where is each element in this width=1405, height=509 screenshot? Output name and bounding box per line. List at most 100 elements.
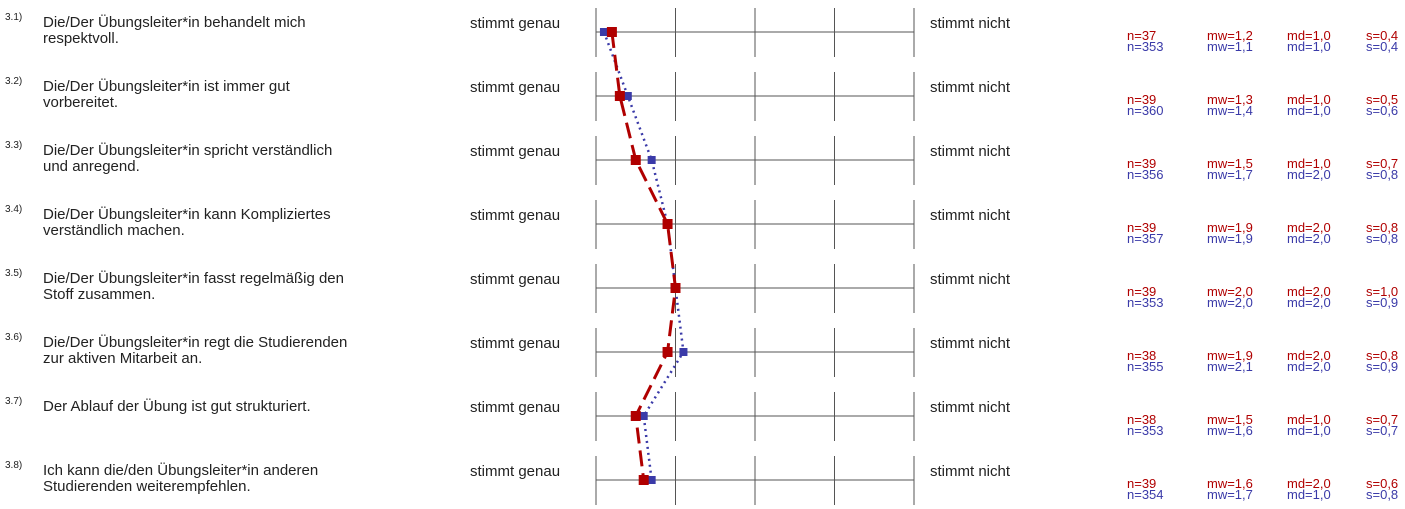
scale-right-label: stimmt nicht (930, 143, 1011, 160)
stat-a-mw: mw=1,3 (1207, 92, 1253, 107)
stat-a-md: md=1,0 (1287, 412, 1331, 427)
series-a-point (630, 155, 641, 165)
scale-left-label: stimmt genau (470, 207, 561, 224)
stat-a-n: n=39 (1127, 476, 1157, 491)
stat-b-s: s=0,8 (1366, 231, 1399, 246)
series-b-point (639, 412, 648, 420)
stat-b-s: s=0,6 (1366, 103, 1399, 118)
stat-b-n: n=355 (1127, 359, 1164, 374)
stat-a-n: n=39 (1127, 156, 1157, 171)
series-b-point (599, 28, 608, 36)
stat-a-mw: mw=1,2 (1207, 28, 1253, 43)
series-b-point (647, 156, 656, 164)
scale-left-label: stimmt genau (470, 463, 561, 480)
stat-b-md: md=2,0 (1287, 231, 1331, 246)
scale-row-1 (595, 8, 915, 57)
series-a-point (670, 283, 681, 293)
series-a-point (630, 411, 641, 421)
scale-left-label: stimmt genau (470, 79, 561, 96)
stat-b-n: n=353 (1127, 423, 1164, 438)
stat-b-n: n=356 (1127, 167, 1164, 182)
item-text-line2: verständlich machen. (43, 222, 185, 239)
stat-a-md: md=2,0 (1287, 284, 1331, 299)
series-a-point (662, 347, 673, 357)
stat-a-n: n=37 (1127, 28, 1157, 43)
stat-a-mw: mw=2,0 (1207, 284, 1253, 299)
series-b-point (647, 476, 656, 484)
series-a-point (638, 475, 649, 485)
stat-b-n: n=360 (1127, 103, 1164, 118)
scale-left-label: stimmt genau (470, 15, 561, 32)
item-text: Ich kann die/den Übungsleiter*in anderen (43, 462, 319, 479)
item-number: 3.5) (5, 268, 23, 279)
stat-a-s: s=0,7 (1366, 156, 1399, 171)
scale-right-label: stimmt nicht (930, 399, 1011, 416)
series-a-point (662, 219, 673, 229)
item-text-line2: Stoff zusammen. (43, 286, 156, 303)
item-number: 3.8) (5, 460, 23, 471)
stat-b-s: s=0,8 (1366, 167, 1399, 182)
stat-a-mw: mw=1,9 (1207, 348, 1253, 363)
scale-right-label: stimmt nicht (930, 463, 1011, 480)
stat-b-mw: mw=2,1 (1207, 359, 1253, 374)
stat-b-mw: mw=1,6 (1207, 423, 1253, 438)
stat-a-n: n=39 (1127, 92, 1157, 107)
stat-b-mw: mw=1,1 (1207, 39, 1253, 54)
item-text: Die/Der Übungsleiter*in behandelt mich (43, 14, 306, 31)
item-number: 3.7) (5, 396, 23, 407)
series-b-point (679, 348, 688, 356)
series-a-line (610, 31, 678, 481)
stat-a-n: n=38 (1127, 348, 1157, 363)
item-text: Die/Der Übungsleiter*in kann Kompliziert… (43, 206, 331, 223)
stat-a-md: md=1,0 (1287, 156, 1331, 171)
stat-a-n: n=38 (1127, 412, 1157, 427)
stat-a-mw: mw=1,6 (1207, 476, 1253, 491)
stat-b-mw: mw=1,7 (1207, 167, 1253, 182)
item-number: 3.2) (5, 76, 23, 87)
stat-a-md: md=2,0 (1287, 220, 1331, 235)
scale-row-4 (595, 200, 915, 249)
stat-b-md: md=1,0 (1287, 103, 1331, 118)
stat-b-md: md=1,0 (1287, 39, 1331, 54)
stat-a-mw: mw=1,5 (1207, 412, 1253, 427)
stat-a-s: s=0,7 (1366, 412, 1399, 427)
stat-b-md: md=2,0 (1287, 295, 1331, 310)
stat-a-md: md=1,0 (1287, 28, 1331, 43)
scale-row-6 (595, 328, 915, 377)
item-text-line2: Studierenden weiterempfehlen. (43, 478, 251, 495)
item-number: 3.6) (5, 332, 23, 343)
item-text: Die/Der Übungsleiter*in fasst regelmäßig… (43, 270, 344, 287)
stat-a-md: md=2,0 (1287, 348, 1331, 363)
scale-row-5 (595, 264, 915, 313)
scale-right-label: stimmt nicht (930, 271, 1011, 288)
stat-b-n: n=353 (1127, 39, 1164, 54)
stat-a-mw: mw=1,5 (1207, 156, 1253, 171)
item-text-line2: und anregend. (43, 158, 140, 175)
stat-a-s: s=1,0 (1366, 284, 1399, 299)
scale-left-label: stimmt genau (470, 271, 561, 288)
item-number: 3.4) (5, 204, 23, 215)
stat-b-md: md=1,0 (1287, 423, 1331, 438)
scale-row-7 (595, 392, 915, 441)
stat-a-n: n=39 (1127, 284, 1157, 299)
stat-b-n: n=353 (1127, 295, 1164, 310)
stat-b-mw: mw=1,4 (1207, 103, 1253, 118)
item-text: Die/Der Übungsleiter*in regt die Studier… (43, 334, 348, 351)
item-text-line2: zur aktiven Mitarbeit an. (43, 350, 203, 367)
stat-b-s: s=0,8 (1366, 487, 1399, 502)
scale-right-label: stimmt nicht (930, 335, 1011, 352)
stat-b-md: md=1,0 (1287, 487, 1331, 502)
stat-a-md: md=1,0 (1287, 92, 1331, 107)
series-a-point (614, 91, 625, 101)
stat-b-s: s=0,9 (1366, 359, 1399, 374)
stat-b-md: md=2,0 (1287, 167, 1331, 182)
stat-a-mw: mw=1,9 (1207, 220, 1253, 235)
stat-b-mw: mw=1,9 (1207, 231, 1253, 246)
stat-a-s: s=0,4 (1366, 28, 1399, 43)
scale-left-label: stimmt genau (470, 335, 561, 352)
scale-right-label: stimmt nicht (930, 15, 1011, 32)
item-text-line2: respektvoll. (43, 30, 119, 47)
item-text: Der Ablauf der Übung ist gut strukturier… (43, 398, 311, 415)
stat-a-md: md=2,0 (1287, 476, 1331, 491)
